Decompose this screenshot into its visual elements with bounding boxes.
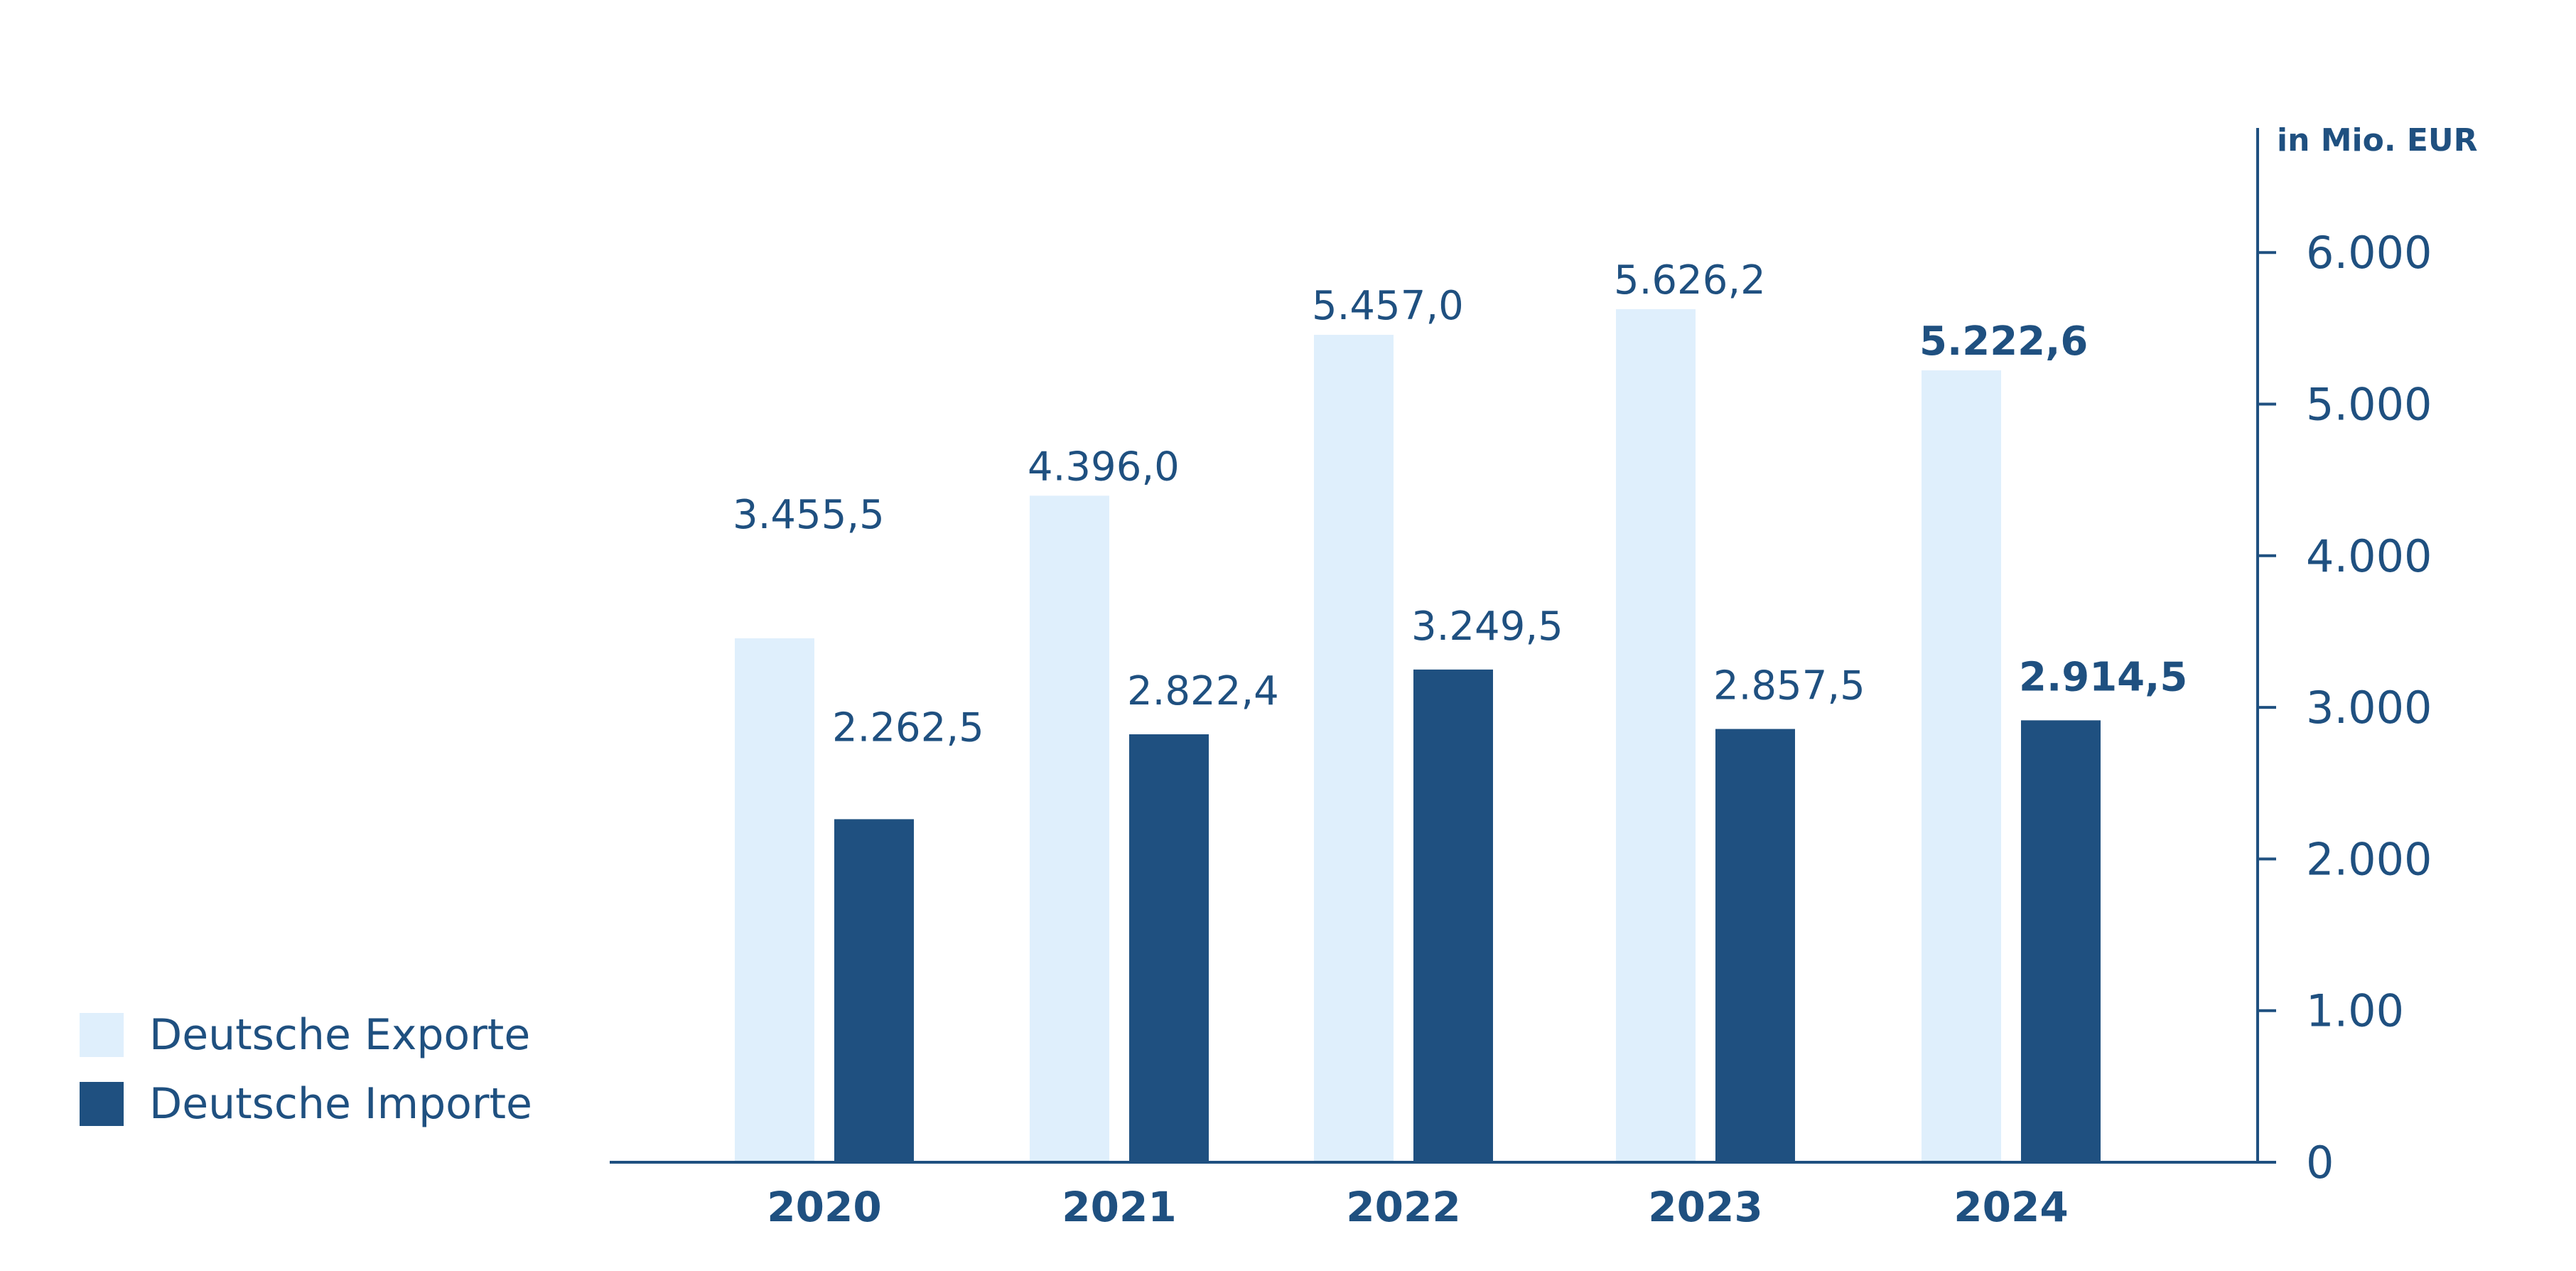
- x-tick-labels-group: 2020 2021 2022 2023 2024: [767, 1183, 2068, 1231]
- import-bar-2023: [1715, 729, 1795, 1162]
- import-bar-2022: [1413, 669, 1493, 1162]
- x-tick-label-2020: 2020: [767, 1183, 881, 1231]
- legend-swatch-importe: [80, 1082, 124, 1126]
- y-tick-label-3000: 3.000: [2306, 682, 2432, 734]
- legend-label-importe: Deutsche Importe: [149, 1079, 532, 1129]
- import-value-label-2020: 2.262,5: [832, 704, 984, 751]
- legend: Deutsche Exporte Deutsche Importe: [80, 1010, 532, 1129]
- y-tick-label-1000: 1.00: [2306, 985, 2404, 1037]
- import-value-label-2022: 3.249,5: [1411, 604, 1563, 650]
- import-bar-2020: [834, 819, 914, 1162]
- export-bar-2023: [1616, 309, 1696, 1163]
- y-tick-label-2000: 2.000: [2306, 833, 2432, 885]
- export-value-label-2022: 5.457,0: [1312, 283, 1464, 329]
- export-value-label-2024: 5.222,6: [1919, 318, 2088, 365]
- import-value-label-2023: 2.857,5: [1713, 663, 1865, 709]
- legend-swatch-exporte: [80, 1013, 124, 1057]
- bar-labels-group: 3.455,5 2.262,5 4.396,0 2.822,4 5.457,0 3.249…: [733, 257, 2187, 751]
- axes-group: [610, 128, 2259, 1164]
- legend-label-exporte: Deutsche Exporte: [149, 1010, 530, 1060]
- y-ticks-group: 0 1.00 2.000 3.000 4.000 5.000 6.000: [2258, 227, 2432, 1189]
- export-value-label-2020: 3.455,5: [733, 492, 885, 538]
- y-tick-label-4000: 4.000: [2306, 530, 2432, 582]
- export-bar-2020: [735, 638, 814, 1162]
- import-value-label-2021: 2.822,4: [1127, 668, 1279, 714]
- import-bar-2021: [1129, 734, 1209, 1162]
- export-value-label-2021: 4.396,0: [1028, 444, 1180, 490]
- bars-group: [735, 309, 2101, 1163]
- y-tick-label-5000: 5.000: [2306, 379, 2432, 431]
- y-tick-label-6000: 6.000: [2306, 227, 2432, 279]
- export-bar-2021: [1030, 495, 1109, 1162]
- y-tick-label-0: 0: [2306, 1137, 2334, 1189]
- export-bar-2024: [1922, 370, 2001, 1162]
- export-value-label-2023: 5.626,2: [1614, 257, 1766, 304]
- x-tick-label-2021: 2021: [1062, 1183, 1176, 1231]
- x-tick-label-2024: 2024: [1953, 1183, 2068, 1231]
- import-value-label-2024: 2.914,5: [2019, 654, 2187, 700]
- x-tick-label-2022: 2022: [1346, 1183, 1460, 1231]
- import-bar-2024: [2021, 720, 2101, 1162]
- x-tick-label-2023: 2023: [1648, 1183, 1762, 1231]
- export-bar-2022: [1314, 335, 1394, 1162]
- y-unit-label: in Mio. EUR: [2277, 122, 2478, 159]
